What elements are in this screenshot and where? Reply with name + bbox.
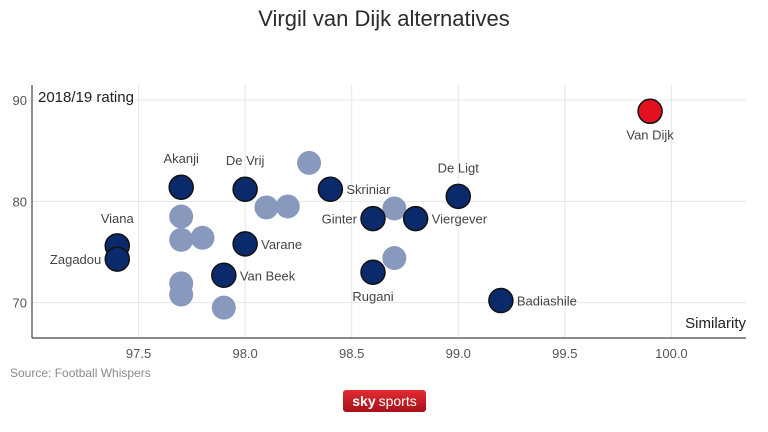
point-de-ligt	[445, 183, 472, 210]
x-axis-label: Similarity	[685, 315, 746, 332]
grid-lines	[32, 85, 746, 338]
point-badiashile	[488, 287, 514, 314]
logo-word-sky: sky	[352, 393, 376, 409]
point-unlabeled-15	[275, 194, 300, 219]
sky-sports-logo: sky sports	[343, 390, 426, 412]
point-unlabeled-22	[169, 282, 194, 307]
x-tick-label: 99.5	[552, 346, 577, 361]
point-unlabeled-19	[190, 225, 215, 250]
point-viergever	[402, 205, 429, 232]
point-rugani	[360, 259, 386, 285]
x-tick-label: 98.5	[339, 346, 364, 361]
point-unlabeled-20	[382, 246, 407, 271]
label-ginter: Ginter	[322, 212, 358, 227]
y-tick-label: 90	[13, 93, 27, 108]
y-tick-label: 70	[13, 296, 27, 311]
point-van-dijk	[637, 98, 663, 125]
point-akanji	[168, 174, 194, 200]
source-note: Source: Football Whispers	[10, 366, 151, 380]
label-varane: Varane	[261, 237, 302, 252]
label-akanji: Akanji	[163, 151, 199, 166]
label-viergever: Viergever	[432, 212, 488, 227]
logo-word-sports: sports	[378, 393, 417, 409]
point-skriniar	[317, 176, 344, 202]
x-tick-label: 100.0	[655, 346, 688, 361]
chart-title: Virgil van Dijk alternatives	[258, 6, 510, 31]
label-van-beek: Van Beek	[240, 268, 296, 283]
point-unlabeled-18	[169, 227, 194, 252]
point-ginter	[360, 205, 386, 232]
label-rugani: Rugani	[352, 289, 393, 304]
x-tick-labels: 97.5 98.0 98.5 99.0 99.5 100.0	[126, 346, 688, 361]
y-tick-labels: 70 80 90	[13, 93, 27, 310]
label-van-dijk: Van Dijk	[626, 127, 674, 142]
point-varane	[232, 231, 258, 257]
point-zagadou	[104, 246, 131, 272]
data-points	[104, 98, 663, 320]
point-unlabeled-14	[254, 195, 279, 220]
y-axis-label: 2018/19 rating	[38, 89, 134, 106]
point-labels: De Ligt Viergever Ginter Skriniar De Vrij Aka…	[50, 127, 674, 308]
label-de-vrij: De Vrij	[226, 153, 265, 168]
x-tick-label: 98.0	[232, 346, 257, 361]
label-zagadou: Zagadou	[50, 252, 101, 267]
label-viana: Viana	[101, 211, 135, 226]
point-unlabeled-23	[211, 295, 236, 320]
label-badiashile: Badiashile	[517, 294, 577, 309]
axes	[31, 85, 746, 339]
point-unlabeled-16	[382, 196, 407, 221]
point-unlabeled-13	[297, 150, 322, 175]
y-tick-label: 80	[13, 194, 27, 209]
point-de-vrij	[232, 176, 258, 202]
x-tick-label: 99.0	[446, 346, 471, 361]
label-skriniar: Skriniar	[346, 182, 391, 197]
point-van-beek	[211, 262, 237, 289]
x-tick-label: 97.5	[126, 346, 151, 361]
label-de-ligt: De Ligt	[438, 160, 480, 175]
point-unlabeled-17	[169, 204, 194, 229]
